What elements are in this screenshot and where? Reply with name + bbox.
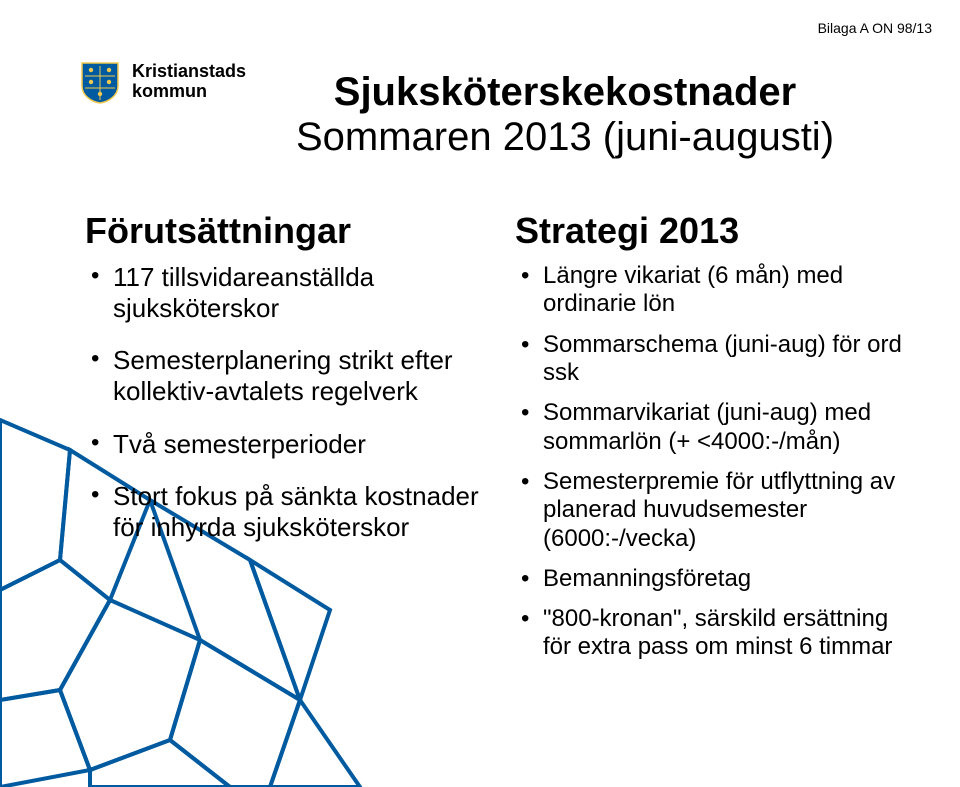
org-logo: Kristianstads kommun [78, 60, 246, 104]
right-column: Strategi 2013 Längre vikariat (6 mån) me… [515, 210, 915, 674]
list-item: Två semesterperioder [85, 429, 485, 460]
org-name: Kristianstads kommun [132, 62, 246, 102]
left-bullets: 117 tillsvidareanställda sjuksköterskor … [85, 262, 485, 543]
title-line2: Sommaren 2013 (juni-augusti) [265, 115, 865, 160]
left-heading: Förutsättningar [85, 210, 485, 252]
org-name-line2: kommun [132, 82, 246, 102]
slide-title: Sjuksköterskekostnader Sommaren 2013 (ju… [265, 70, 865, 160]
shield-icon [78, 60, 122, 104]
left-column: Förutsättningar 117 tillsvidareanställda… [85, 210, 485, 565]
list-item: Sommarschema (juni-aug) för ord ssk [515, 331, 915, 388]
list-item: Stort fokus på sänkta kostnader för inhy… [85, 481, 485, 542]
list-item: "800-kronan", särskild ersättning för ex… [515, 605, 915, 662]
right-heading: Strategi 2013 [515, 210, 915, 252]
list-item: Längre vikariat (6 mån) med ordinarie lö… [515, 262, 915, 319]
document-reference: Bilaga A ON 98/13 [818, 20, 932, 36]
org-name-line1: Kristianstads [132, 62, 246, 82]
list-item: Sommarvikariat (juni-aug) med sommarlön … [515, 399, 915, 456]
list-item: Bemanningsföretag [515, 565, 915, 593]
title-line1: Sjuksköterskekostnader [265, 70, 865, 115]
list-item: Semesterpremie för utflyttning av planer… [515, 468, 915, 553]
right-bullets: Längre vikariat (6 mån) med ordinarie lö… [515, 262, 915, 662]
list-item: 117 tillsvidareanställda sjuksköterskor [85, 262, 485, 323]
list-item: Semesterplanering strikt efter kollektiv… [85, 345, 485, 406]
